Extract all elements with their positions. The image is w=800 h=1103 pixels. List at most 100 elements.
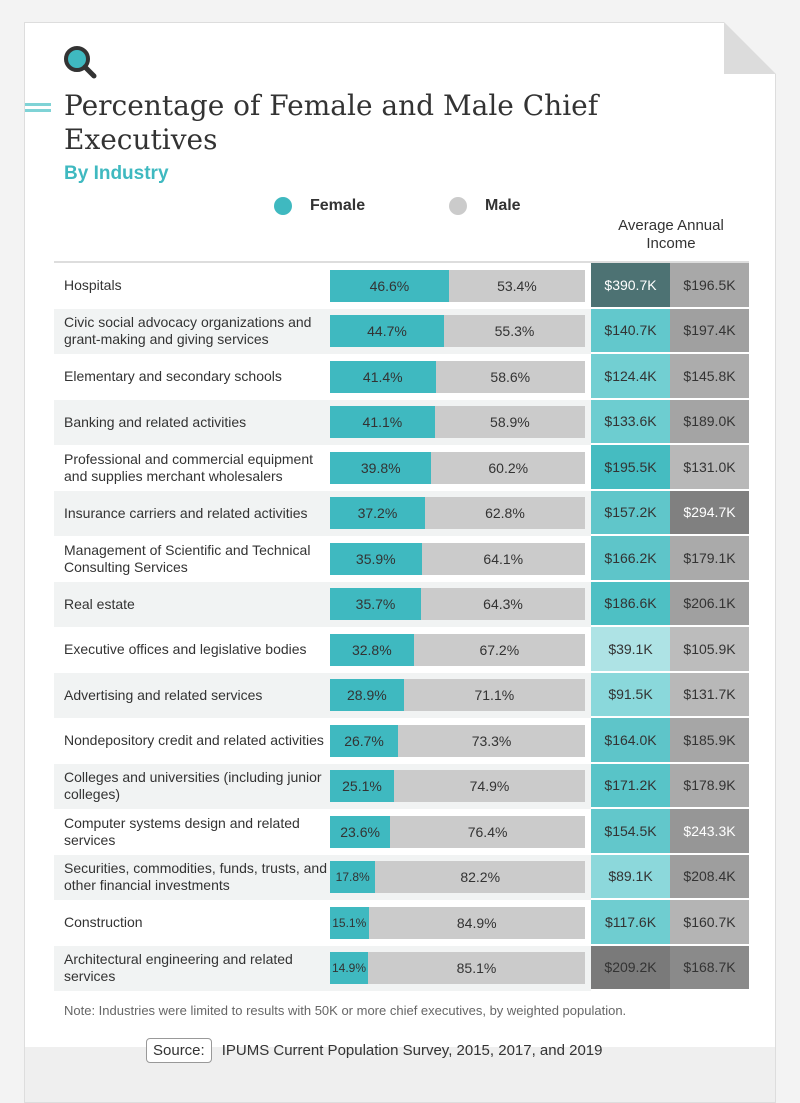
percentage-bar: 41.1% 58.9% <box>330 406 585 439</box>
male-income: $189.0K <box>670 399 749 445</box>
female-income: $209.2K <box>591 945 670 991</box>
percentage-bar: 39.8% 60.2% <box>330 451 585 484</box>
female-bar: 35.9% <box>330 542 422 575</box>
industry-label: Advertising and related services <box>64 686 263 703</box>
female-income: $133.6K <box>591 399 670 445</box>
female-income: $39.1K <box>591 627 670 673</box>
female-bar: 39.8% <box>330 451 432 484</box>
female-bar: 17.8% <box>330 861 376 894</box>
table-row: Real estate 35.7% 64.3% $186.6K $206.1K <box>54 581 749 627</box>
industry-label: Securities, commodities, funds, trusts, … <box>64 860 327 894</box>
legend-female: Female <box>274 197 365 215</box>
male-income: $131.7K <box>670 672 749 718</box>
data-table: Hospitals 46.6% 53.4% $390.7K $196.5K Civ… <box>54 261 749 991</box>
title-accent <box>25 103 51 106</box>
table-row: Colleges and universities (including jun… <box>54 763 749 809</box>
female-bar: 35.7% <box>330 588 422 621</box>
male-income: $196.5K <box>670 263 749 309</box>
percentage-bar: 17.8% 82.2% <box>330 861 585 894</box>
female-income: $89.1K <box>591 854 670 900</box>
percentage-bar: 25.1% 74.9% <box>330 770 585 803</box>
female-income: $91.5K <box>591 672 670 718</box>
female-income: $186.6K <box>591 581 670 627</box>
female-income: $166.2K <box>591 536 670 582</box>
table-row: Hospitals 46.6% 53.4% $390.7K $196.5K <box>54 263 749 309</box>
female-income: $157.2K <box>591 490 670 536</box>
percentage-bar: 46.6% 53.4% <box>330 269 585 302</box>
source: Source: IPUMS Current Population Survey,… <box>146 1038 603 1063</box>
male-bar: 55.3% <box>443 315 585 348</box>
male-bar: 71.1% <box>403 679 585 712</box>
male-income: $160.7K <box>670 900 749 946</box>
page-title: Percentage of Female and Male Chief Exec… <box>64 89 599 156</box>
table-row: Advertising and related services 28.9% 7… <box>54 672 749 718</box>
male-bar: 62.8% <box>424 497 585 530</box>
male-income: $197.4K <box>670 308 749 354</box>
male-bar: 58.9% <box>434 406 585 439</box>
male-bar: 84.9% <box>368 906 585 939</box>
male-income: $185.9K <box>670 718 749 764</box>
legend-male: Male <box>449 197 521 215</box>
female-bar: 44.7% <box>330 315 444 348</box>
female-bar: 15.1% <box>330 906 369 939</box>
male-bar: 73.3% <box>398 724 585 757</box>
male-income: $178.9K <box>670 763 749 809</box>
percentage-bar: 14.9% 85.1% <box>330 952 585 985</box>
female-swatch <box>274 197 292 215</box>
industry-label: Nondepository credit and related activit… <box>64 732 324 749</box>
female-bar: 46.6% <box>330 269 449 302</box>
industry-label: Real estate <box>64 595 135 612</box>
female-bar: 23.6% <box>330 815 391 848</box>
industry-label: Banking and related activities <box>64 413 247 430</box>
income-header: Average Annual Income <box>618 217 724 252</box>
table-row: Construction 15.1% 84.9% $117.6K $160.7K <box>54 900 749 946</box>
male-bar: 74.9% <box>394 770 585 803</box>
magnifier-icon <box>64 46 97 79</box>
industry-label: Professional and commercial equipment an… <box>64 450 314 484</box>
male-bar: 58.6% <box>435 360 585 393</box>
male-income: $243.3K <box>670 809 749 855</box>
female-bar: 37.2% <box>330 497 425 530</box>
female-bar: 28.9% <box>330 679 404 712</box>
female-income: $154.5K <box>591 809 670 855</box>
table-row: Computer systems design and related serv… <box>54 809 749 855</box>
female-income: $195.5K <box>591 445 670 491</box>
female-income: $117.6K <box>591 900 670 946</box>
male-bar: 67.2% <box>413 633 585 666</box>
legend-male-label: Male <box>485 197 521 214</box>
female-income: $164.0K <box>591 718 670 764</box>
industry-label: Civic social advocacy organizations and … <box>64 314 312 348</box>
table-row: Professional and commercial equipment an… <box>54 445 749 491</box>
female-income: $171.2K <box>591 763 670 809</box>
source-text: IPUMS Current Population Survey, 2015, 2… <box>221 1042 603 1059</box>
male-bar: 64.3% <box>421 588 585 621</box>
percentage-bar: 32.8% 67.2% <box>330 633 585 666</box>
male-bar: 60.2% <box>431 451 585 484</box>
table-row: Management of Scientific and Technical C… <box>54 536 749 582</box>
male-swatch <box>449 197 467 215</box>
male-bar: 76.4% <box>390 815 585 848</box>
table-row: Architectural engineering and related se… <box>54 945 749 991</box>
industry-label: Construction <box>64 914 143 931</box>
percentage-bar: 26.7% 73.3% <box>330 724 585 757</box>
table-row: Insurance carriers and related activitie… <box>54 490 749 536</box>
percentage-bar: 15.1% 84.9% <box>330 906 585 939</box>
table-row: Nondepository credit and related activit… <box>54 718 749 764</box>
female-income: $124.4K <box>591 354 670 400</box>
table-row: Securities, commodities, funds, trusts, … <box>54 854 749 900</box>
female-bar: 41.1% <box>330 406 435 439</box>
male-bar: 53.4% <box>448 269 585 302</box>
percentage-bar: 23.6% 76.4% <box>330 815 585 848</box>
male-bar: 82.2% <box>375 861 585 894</box>
industry-label: Elementary and secondary schools <box>64 368 282 385</box>
page-fold <box>724 22 776 74</box>
male-income: $145.8K <box>670 354 749 400</box>
male-income: $294.7K <box>670 490 749 536</box>
male-income: $208.4K <box>670 854 749 900</box>
female-income: $140.7K <box>591 308 670 354</box>
table-row: Civic social advocacy organizations and … <box>54 308 749 354</box>
table-row: Executive offices and legislative bodies… <box>54 627 749 673</box>
infographic-card: Percentage of Female and Male Chief Exec… <box>24 22 776 1103</box>
female-bar: 26.7% <box>330 724 399 757</box>
female-bar: 25.1% <box>330 770 394 803</box>
